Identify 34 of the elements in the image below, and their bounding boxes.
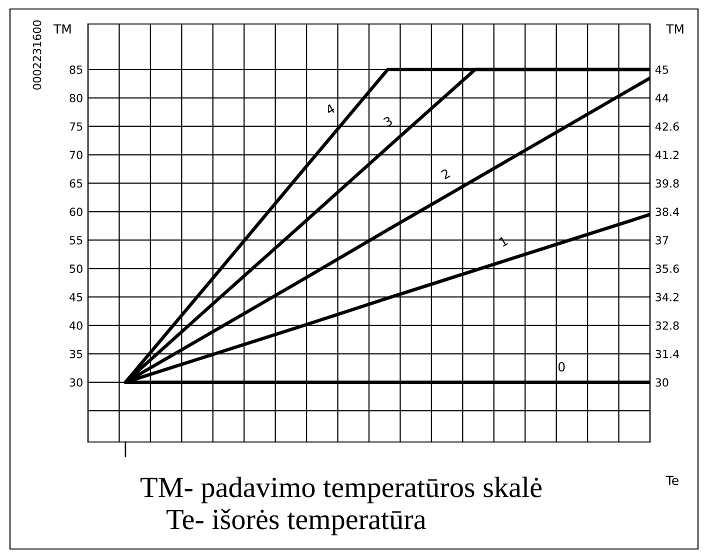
text: 34.2 xyxy=(656,292,678,302)
y-tick-label: 55 xyxy=(70,236,82,244)
text: 4 xyxy=(325,104,336,115)
text: 39.8 xyxy=(656,179,679,188)
y2-axis-title: TM xyxy=(666,24,684,34)
series-label: 0 xyxy=(558,362,565,372)
y-tick-label: 50 xyxy=(70,264,82,273)
y-tick-label: 45 xyxy=(70,293,82,302)
text: TM- padavimo temperatūros skalė xyxy=(140,476,542,504)
y-tick-label: 30 xyxy=(70,378,82,387)
text: 32.8 xyxy=(656,321,679,330)
x-axis-title: Te xyxy=(666,476,678,486)
y-tick-label: 70 xyxy=(70,150,82,160)
y-tick-label: 85 xyxy=(70,65,82,74)
text: 2 xyxy=(440,168,450,180)
y-tick-label: 35 xyxy=(70,350,82,358)
text: 41.2 xyxy=(655,150,678,160)
text: Te- išorės temperatūra xyxy=(166,508,426,536)
text: 30 xyxy=(656,378,668,387)
text: 35.6 xyxy=(656,264,679,273)
text: 38.4 xyxy=(656,208,679,216)
text: 3 xyxy=(382,116,393,128)
text: 37 xyxy=(656,236,668,244)
text: 42.6 xyxy=(655,122,679,131)
y-tick-label: 75 xyxy=(70,122,82,131)
y-tick-label: 65 xyxy=(70,179,82,188)
y-tick-label: 60 xyxy=(70,208,82,216)
text: 0002231600 xyxy=(32,20,42,90)
text: 44 xyxy=(655,94,668,102)
y-tick-label: 80 xyxy=(70,94,82,102)
y-tick-label: 40 xyxy=(70,321,82,330)
text: 45 xyxy=(655,66,668,74)
y-axis-title: TM xyxy=(53,24,71,34)
text: 31.4 xyxy=(656,350,679,358)
